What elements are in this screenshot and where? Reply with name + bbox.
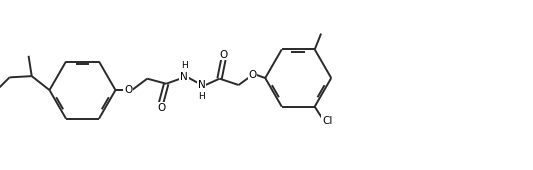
Text: N: N [198, 80, 206, 90]
Text: O: O [248, 70, 257, 80]
Text: H: H [198, 92, 205, 101]
Text: O: O [124, 85, 132, 95]
Text: O: O [219, 49, 228, 60]
Text: Cl: Cl [322, 116, 333, 126]
Text: O: O [157, 103, 165, 113]
Text: H: H [181, 62, 188, 70]
Text: N: N [180, 72, 188, 82]
